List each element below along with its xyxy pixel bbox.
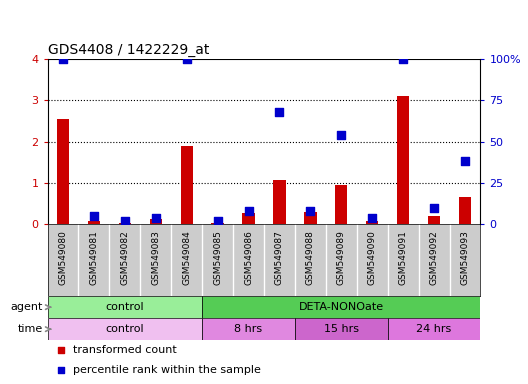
Bar (274, 180, 286, 224)
Bar (181, 146, 193, 224)
Point (244, 208, 253, 214)
Bar (149, 219, 162, 224)
Text: DETA-NONOate: DETA-NONOate (299, 302, 384, 312)
Bar (242, 213, 254, 224)
Text: 24 hrs: 24 hrs (417, 324, 452, 334)
Bar (397, 96, 409, 224)
Point (275, 109, 284, 115)
Text: GSM549091: GSM549091 (399, 230, 408, 285)
Bar (57, 119, 69, 224)
Point (183, 56, 191, 62)
Text: GSM549083: GSM549083 (151, 230, 161, 285)
Text: GSM549085: GSM549085 (213, 230, 222, 285)
Text: GDS4408 / 1422229_at: GDS4408 / 1422229_at (48, 43, 209, 57)
Text: GSM549090: GSM549090 (367, 230, 377, 285)
Bar (119, 222, 131, 224)
Bar (304, 212, 317, 224)
Text: 8 hrs: 8 hrs (234, 324, 262, 334)
Text: GSM549081: GSM549081 (89, 230, 98, 285)
Point (306, 208, 315, 214)
Bar (202, 296, 480, 318)
Text: agent: agent (11, 302, 43, 312)
Point (337, 132, 345, 138)
Text: GSM549086: GSM549086 (244, 230, 253, 285)
Text: GSM549080: GSM549080 (59, 230, 68, 285)
Bar (428, 216, 440, 224)
Point (399, 56, 408, 62)
Point (378, 266, 386, 272)
Bar (366, 221, 379, 224)
Text: GSM549084: GSM549084 (182, 230, 191, 285)
Bar (88, 221, 100, 224)
Point (430, 205, 438, 211)
Point (461, 158, 469, 164)
Bar (459, 197, 471, 224)
Point (368, 215, 376, 221)
Point (120, 218, 129, 224)
Point (152, 215, 160, 221)
Text: time: time (18, 324, 43, 334)
Bar (388, 318, 480, 340)
Bar (48, 296, 202, 318)
Point (213, 218, 222, 224)
Bar (335, 185, 347, 224)
Text: GSM549087: GSM549087 (275, 230, 284, 285)
Bar (48, 318, 202, 340)
Bar (202, 318, 295, 340)
Text: transformed count: transformed count (73, 345, 177, 355)
Point (59, 56, 67, 62)
Point (90, 213, 98, 219)
Text: GSM549089: GSM549089 (337, 230, 346, 285)
Text: GSM549088: GSM549088 (306, 230, 315, 285)
Text: control: control (106, 324, 144, 334)
Text: GSM549092: GSM549092 (430, 230, 439, 285)
Text: percentile rank within the sample: percentile rank within the sample (73, 365, 261, 375)
Bar (295, 318, 388, 340)
Text: 15 hrs: 15 hrs (324, 324, 359, 334)
Text: GSM549082: GSM549082 (120, 230, 129, 285)
Text: control: control (106, 302, 144, 312)
Text: GSM549093: GSM549093 (460, 230, 469, 285)
Point (378, 84, 386, 91)
Bar (211, 223, 224, 224)
